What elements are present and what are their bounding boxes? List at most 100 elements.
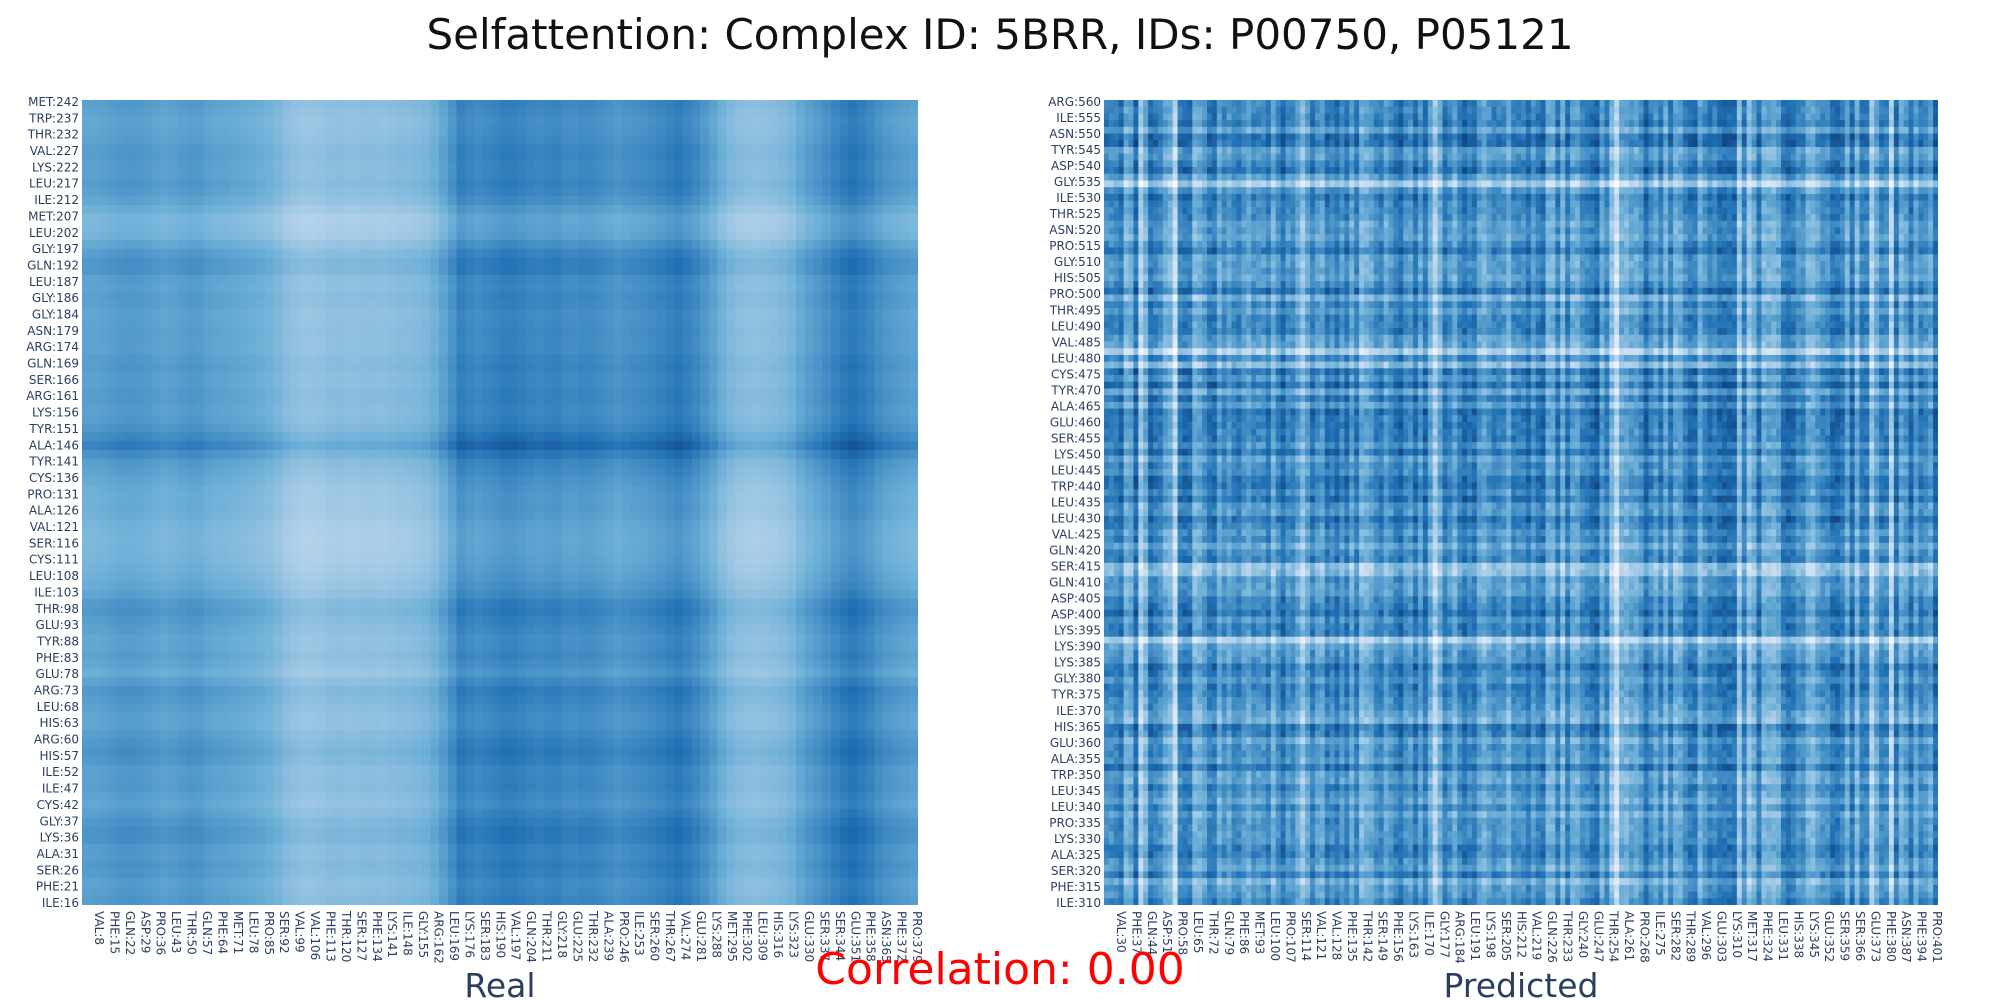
heatmap-cell: [743, 476, 754, 486]
heatmap-cell: [595, 353, 606, 364]
heatmap-cell: [691, 292, 701, 302]
heatmap-cell: [857, 213, 867, 224]
heatmap-cell: [247, 170, 257, 180]
heatmap-cell: [317, 205, 327, 215]
heatmap-cell: [256, 135, 266, 145]
heatmap-cell: [900, 493, 910, 504]
heatmap-cell: [369, 423, 379, 434]
heatmap-cell: [543, 143, 553, 154]
heatmap-cell: [325, 222, 336, 232]
heatmap-cell: [569, 345, 579, 355]
heatmap-cell: [343, 388, 353, 399]
heatmap-cell: [839, 458, 849, 469]
heatmap-cell: [804, 283, 815, 294]
heatmap-cell: [761, 388, 771, 399]
heatmap-cell: [778, 397, 788, 407]
heatmap-cell: [369, 310, 379, 320]
heatmap-cell: [160, 432, 170, 442]
heatmap-cell: [726, 511, 736, 521]
heatmap-cell: [308, 126, 318, 136]
heatmap-cell: [752, 292, 762, 302]
heatmap-cell: [560, 485, 571, 495]
heatmap-cell: [247, 362, 257, 372]
heatmap-cell: [752, 511, 762, 521]
heatmap-cell: [169, 546, 179, 556]
heatmap-cell: [804, 196, 815, 206]
heatmap-cell: [500, 546, 510, 556]
heatmap-cell: [447, 231, 458, 241]
heatmap-cell: [378, 240, 388, 250]
heatmap-cell: [264, 458, 275, 469]
heatmap-cell: [351, 117, 362, 127]
heatmap-cell: [334, 170, 344, 180]
heatmap-cell: [160, 537, 170, 547]
heatmap-cell: [865, 100, 876, 110]
heatmap-cell: [639, 380, 649, 390]
heatmap-cell: [665, 178, 675, 189]
heatmap-cell: [116, 196, 127, 206]
heatmap-cell: [560, 502, 571, 512]
heatmap-cell: [621, 476, 632, 486]
heatmap-cell: [256, 476, 266, 486]
heatmap-cell: [151, 511, 161, 521]
heatmap-cell: [630, 423, 640, 434]
heatmap-cell: [726, 520, 736, 530]
heatmap-cell: [116, 336, 127, 346]
heatmap-cell: [325, 362, 336, 372]
heatmap-cell: [665, 476, 675, 486]
heatmap-cell: [386, 222, 397, 232]
heatmap-cell: [482, 135, 492, 145]
heatmap-cell: [500, 450, 510, 460]
heatmap-cell: [447, 222, 458, 232]
heatmap-cell: [378, 248, 388, 259]
heatmap-cell: [386, 388, 397, 399]
heatmap-cell: [325, 380, 336, 390]
heatmap-cell: [221, 178, 231, 189]
heatmap-cell: [134, 275, 144, 285]
heatmap-cell: [360, 205, 370, 215]
heatmap-cell: [116, 406, 127, 416]
heatmap-cell: [769, 415, 780, 425]
heatmap-cell: [177, 240, 188, 250]
heatmap-cell: [264, 240, 275, 250]
heatmap-cell: [473, 345, 484, 355]
heatmap-cell: [334, 397, 344, 407]
heatmap-cell: [491, 231, 501, 241]
heatmap-cell: [830, 537, 841, 547]
heatmap-cell: [787, 170, 797, 180]
heatmap-cell: [317, 161, 327, 171]
heatmap-cell: [674, 257, 684, 267]
heatmap-cell: [778, 353, 788, 364]
heatmap-cell: [830, 397, 841, 407]
heatmap-cell: [421, 406, 431, 416]
heatmap-cell: [656, 397, 667, 407]
heatmap-cell: [386, 283, 397, 294]
heatmap-cell: [717, 143, 728, 154]
heatmap-cell: [909, 205, 918, 215]
heatmap-cell: [99, 353, 109, 364]
heatmap-cell: [186, 537, 196, 547]
heatmap-cell: [578, 397, 588, 407]
heatmap-cell: [778, 170, 788, 180]
heatmap-cell: [613, 283, 623, 294]
heatmap-cell: [247, 108, 257, 119]
heatmap-cell: [447, 485, 458, 495]
heatmap-cell: [813, 388, 823, 399]
heatmap-cell: [465, 458, 475, 469]
heatmap-cell: [369, 441, 379, 451]
heatmap-cell: [534, 528, 545, 539]
heatmap-cell: [82, 441, 92, 451]
heatmap-cell: [186, 327, 196, 337]
heatmap-cell: [360, 458, 370, 469]
heatmap-cell: [378, 152, 388, 162]
heatmap-cell: [674, 432, 684, 442]
heatmap-cell: [848, 161, 858, 171]
heatmap-cell: [351, 231, 362, 241]
heatmap-cell: [108, 441, 118, 451]
heatmap-cell: [648, 187, 658, 197]
heatmap-cell: [90, 362, 101, 372]
heatmap-cell: [473, 388, 484, 399]
heatmap-cell: [195, 432, 205, 442]
heatmap-cell: [99, 502, 109, 512]
heatmap-cell: [291, 493, 301, 504]
